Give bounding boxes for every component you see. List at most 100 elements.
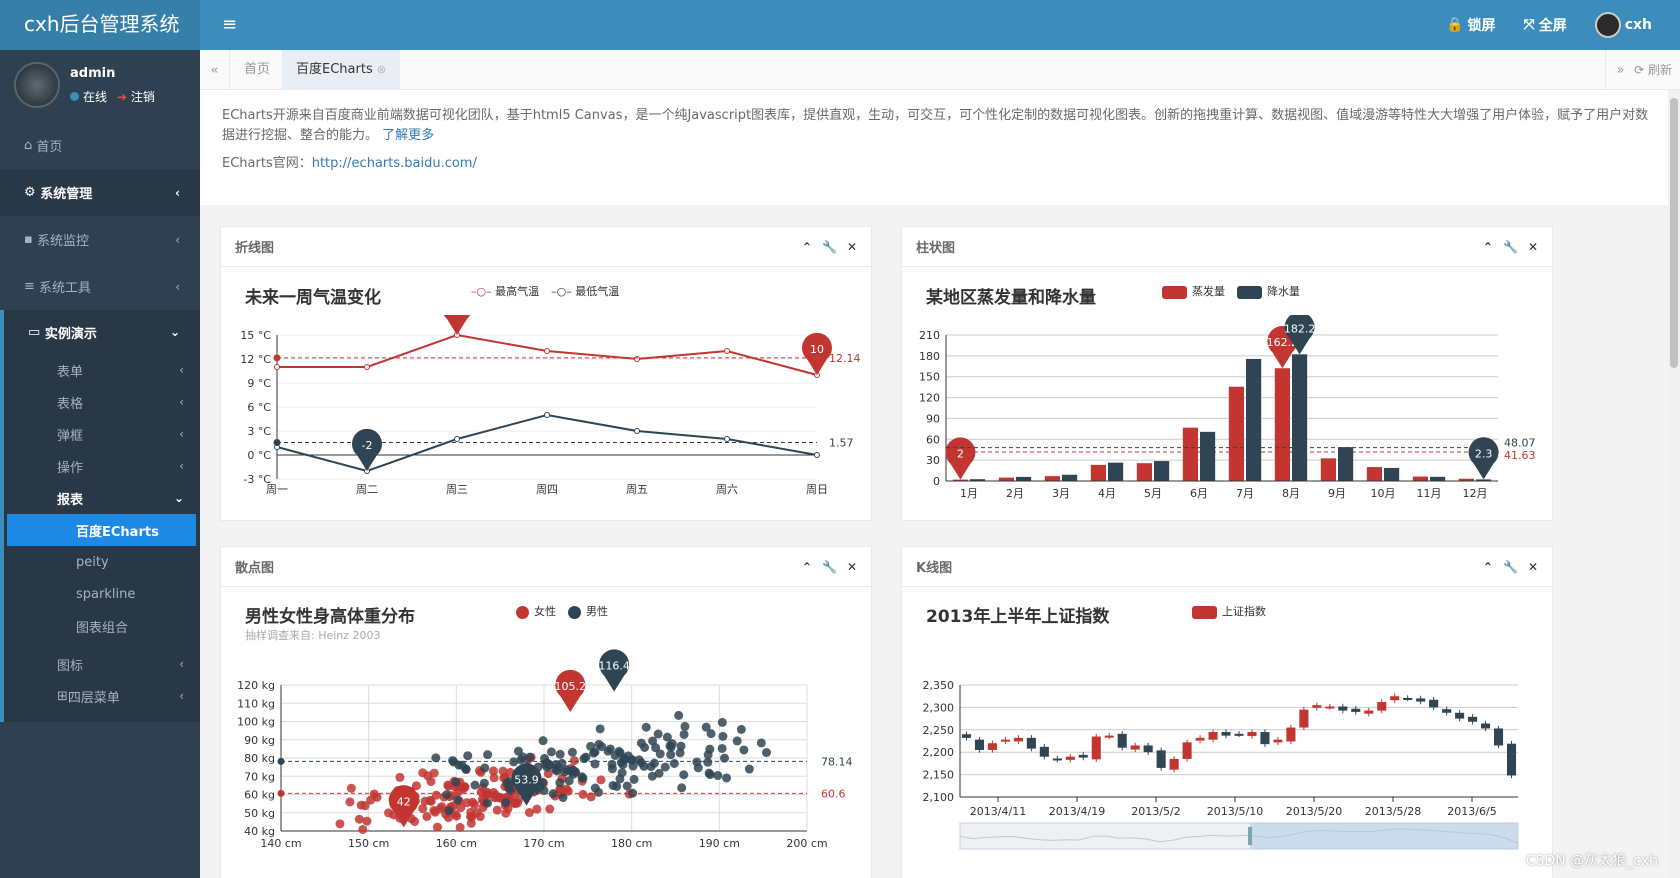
data-point [501,808,511,818]
data-point [589,748,599,758]
wrench-icon[interactable]: 🔧 [821,239,837,254]
scatter-chart[interactable]: 120 kg 110 kg 100 kg 90 kg 80 kg 70 kg 60 kg 50… [221,635,871,878]
collapse-icon[interactable]: ⌃ [801,559,812,574]
x-tick-label: 周三 [446,483,468,496]
bar [1062,474,1078,481]
candle [1182,742,1192,759]
refresh-button[interactable]: ⟳ 刷新 [1634,63,1672,77]
echarts-site-link[interactable]: http://echarts.baidu.com/ [311,156,477,171]
collapse-icon[interactable]: ⌃ [1482,559,1493,574]
sidebar-item-multi-menu[interactable]: ⊞ 四层菜单 ‹ [57,688,184,706]
sidebar-item-echarts[interactable]: 百度ECharts [7,514,196,546]
data-point [616,757,626,767]
collapse-icon[interactable]: ⌃ [1482,239,1493,254]
data-point [512,798,522,808]
panel-title: 柱状图 [916,241,956,256]
candle [1156,750,1166,768]
collapse-icon[interactable]: ⌃ [801,239,812,254]
candle [1455,712,1465,719]
legend-item[interactable]: 女性 [516,603,556,619]
sitemap-icon: ⊞ [57,688,68,704]
wrench-icon[interactable]: 🔧 [1502,559,1518,574]
data-point [701,722,711,732]
fullscreen-button[interactable]: ⤧ 全屏 [1523,17,1567,34]
marker-label: 182.2 [1284,322,1316,335]
sidebar-item-operation[interactable]: 操作 ‹ [57,459,184,476]
data-point [590,783,600,793]
sidebar-item-sparkline[interactable]: sparkline [76,586,136,602]
tab-scroll-left-button[interactable]: « [200,50,230,90]
page-scrollbar[interactable] [1668,90,1680,878]
sidebar-item-chart-combo[interactable]: 图表组合 [76,620,129,636]
sidebar-item-table[interactable]: 表格 ‹ [57,395,184,412]
candle [1026,737,1036,749]
sidebar-item-monitor[interactable]: ▪ 系统监控 ‹ [24,232,180,249]
x-tick-label: 周二 [356,483,378,496]
close-icon[interactable]: ✕ [1527,239,1538,254]
data-point [662,732,672,742]
close-icon[interactable]: ✕ [846,559,857,574]
intro-box: ECharts开源来自百度商业前端数据可视化团队，基于html5 Canvas，… [200,90,1680,205]
data-point [422,812,432,822]
lock-screen-button[interactable]: 🔒 锁屏 [1446,17,1496,34]
tab-scroll-right-button[interactable]: » [1605,50,1635,90]
data-point [597,742,607,752]
y-tick-label: 0 °C [247,449,271,462]
data-point [426,777,436,787]
x-tick-label: 8月 [1282,487,1300,500]
data-point [596,775,606,785]
online-status: 在线 [70,88,107,105]
sidebar-item-icons[interactable]: 图标 ‹ [57,657,184,674]
legend-item[interactable]: –○– 最高气温 [471,285,540,298]
legend-item[interactable]: –○– 最低气温 [551,285,620,298]
candle [1468,716,1478,722]
datazoom-range [1250,823,1518,849]
sidebar-item-peity[interactable]: peity [76,554,109,570]
close-icon[interactable]: ✕ [1527,559,1538,574]
legend-item[interactable]: 上证指数 [1192,603,1266,619]
y-tick-label: 180 [919,350,940,363]
sidebar-item-home[interactable]: ⌂ 首页 [24,138,63,155]
data-point [274,364,280,370]
bar [1412,476,1428,481]
kline-chart[interactable]: 2,350 2,300 2,250 2,200 2,150 2,100 2013/4/11 2… [902,635,1552,878]
data-point [666,750,676,760]
candle [1169,758,1179,770]
wrench-icon[interactable]: 🔧 [1502,239,1518,254]
bar [1458,478,1474,481]
chart-title: 男性女性身高体重分布 [245,607,415,627]
sidebar-item-system[interactable]: ⚙ 系统管理 ‹ [0,169,200,216]
line-chart[interactable]: 15 °C 12 °C 9 °C 6 °C 3 °C 0 °C -3 °C周一 周二 周三 周四 周… [221,315,871,515]
sidebar-item-report[interactable]: 报表 ⌄ [57,491,184,508]
tab-echarts[interactable]: 百度ECharts ⊗ [282,50,401,90]
data-point [567,747,577,757]
data-point [346,783,356,793]
legend-item[interactable]: 降水量 [1237,283,1300,299]
logout-link[interactable]: ➜ 注销 [117,90,155,104]
learn-more-link[interactable]: 了解更多 [382,128,435,143]
data-point [483,750,493,760]
menu-toggle-icon[interactable]: ≡ [222,14,238,35]
double-chevron-right-icon: » [1616,62,1625,78]
candle [1247,732,1257,737]
data-point [744,764,754,774]
close-icon[interactable]: ⊗ [376,63,387,76]
legend-item[interactable]: 男性 [568,603,608,619]
data-point [595,724,605,734]
wrench-icon[interactable]: 🔧 [821,559,837,574]
sidebar-item-dialog[interactable]: 弹框 ‹ [57,427,184,444]
close-icon[interactable]: ✕ [846,239,857,254]
data-point [736,724,746,734]
legend-item[interactable]: 蒸发量 [1162,283,1225,299]
sidebar-item-demo[interactable]: ▭ 实例演示 ⌄ [28,324,180,342]
sidebar-item-tools[interactable]: ≡ 系统工具 ‹ [24,279,180,296]
sidebar-item-form[interactable]: 表单 ‹ [57,363,184,380]
bar-chart[interactable]: 210 180 150 120 90 60 30 0 1月 2月 3月 4月 5月 6月 7月 8月 9月 10月… [902,315,1552,515]
line-chart-panel: 折线图 ⌃ 🔧 ✕ 未来一周气温变化 –○– 最高气温 –○– 最低气温 15 °C… [220,226,872,521]
refresh-icon: ⟳ [1634,63,1645,77]
candle [1091,736,1101,760]
bar [1154,461,1170,481]
user-menu[interactable]: cxh [1594,12,1652,38]
tab-home[interactable]: 首页 [244,62,271,77]
bar [1016,476,1032,481]
